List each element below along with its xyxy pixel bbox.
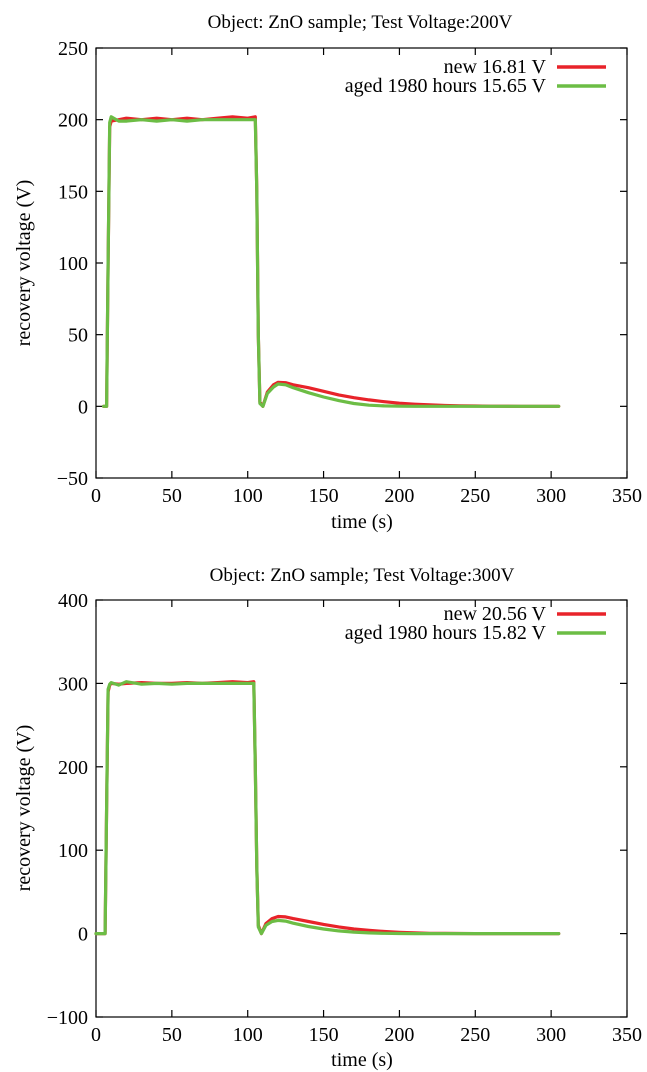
y-tick-label: 200 bbox=[58, 757, 88, 779]
y-tick-label: 0 bbox=[78, 924, 88, 946]
y-tick-label: 100 bbox=[58, 840, 88, 862]
y-tick-label: −50 bbox=[57, 468, 88, 490]
legend: new 16.81 V aged 1980 hours 15.65 V bbox=[345, 56, 606, 97]
series-line-new bbox=[94, 680, 561, 936]
legend: new 20.56 V aged 1980 hours 15.82 V bbox=[345, 603, 606, 644]
x-tick-label: 200 bbox=[384, 1024, 414, 1046]
y-tick-label: 300 bbox=[58, 673, 88, 695]
x-tick-label: 200 bbox=[384, 485, 414, 507]
y-tick-label: 150 bbox=[58, 181, 88, 203]
legend-label-aged: aged 1980 hours 15.65 V bbox=[345, 75, 547, 97]
series-line-new bbox=[102, 115, 561, 408]
x-tick-label: 100 bbox=[233, 1024, 263, 1046]
x-tick-label: 150 bbox=[309, 1024, 339, 1046]
x-tick-label: 50 bbox=[162, 485, 182, 507]
plot-frame bbox=[95, 47, 628, 479]
y-tick-label: 100 bbox=[58, 253, 88, 275]
plot-frame bbox=[95, 599, 628, 1018]
y-axis-label: recovery voltage (V) bbox=[13, 180, 35, 347]
x-tick-label: 250 bbox=[460, 1024, 490, 1046]
series-line-aged bbox=[94, 680, 561, 936]
series-line-aged bbox=[102, 115, 561, 408]
y-axis-label: recovery voltage (V) bbox=[13, 725, 35, 892]
x-tick-label: 100 bbox=[233, 485, 263, 507]
series-group bbox=[102, 115, 561, 408]
y-tick-label: 50 bbox=[68, 325, 88, 347]
y-tick-label: −100 bbox=[47, 1007, 88, 1029]
chart-title: Object: ZnO sample; Test Voltage:200V bbox=[208, 12, 513, 33]
chart-title: Object: ZnO sample; Test Voltage:300V bbox=[210, 565, 515, 586]
x-tick-label: 150 bbox=[309, 485, 339, 507]
y-tick-label: 200 bbox=[58, 110, 88, 132]
x-tick-label: 350 bbox=[612, 1024, 642, 1046]
series-group bbox=[94, 680, 561, 936]
chart-200v: Object: ZnO sample; Test Voltage:200V re… bbox=[13, 12, 642, 533]
x-axis-label: time (s) bbox=[331, 1049, 393, 1071]
y-tick-label: 250 bbox=[58, 38, 88, 60]
x-tick-label: 350 bbox=[612, 485, 642, 507]
legend-label-new: new 20.56 V bbox=[444, 603, 547, 625]
x-tick-label: 50 bbox=[162, 1024, 182, 1046]
y-tick-label: 400 bbox=[58, 590, 88, 612]
legend-label-aged: aged 1980 hours 15.82 V bbox=[345, 622, 547, 644]
y-tick-label: 0 bbox=[78, 396, 88, 418]
x-tick-label: 0 bbox=[91, 485, 101, 507]
x-tick-label: 300 bbox=[536, 485, 566, 507]
chart-300v: Object: ZnO sample; Test Voltage:300V re… bbox=[13, 565, 642, 1071]
x-axis-label: time (s) bbox=[331, 511, 393, 533]
x-tick-label: 250 bbox=[460, 485, 490, 507]
legend-label-new: new 16.81 V bbox=[444, 56, 547, 78]
x-tick-label: 0 bbox=[91, 1024, 101, 1046]
x-tick-label: 300 bbox=[536, 1024, 566, 1046]
